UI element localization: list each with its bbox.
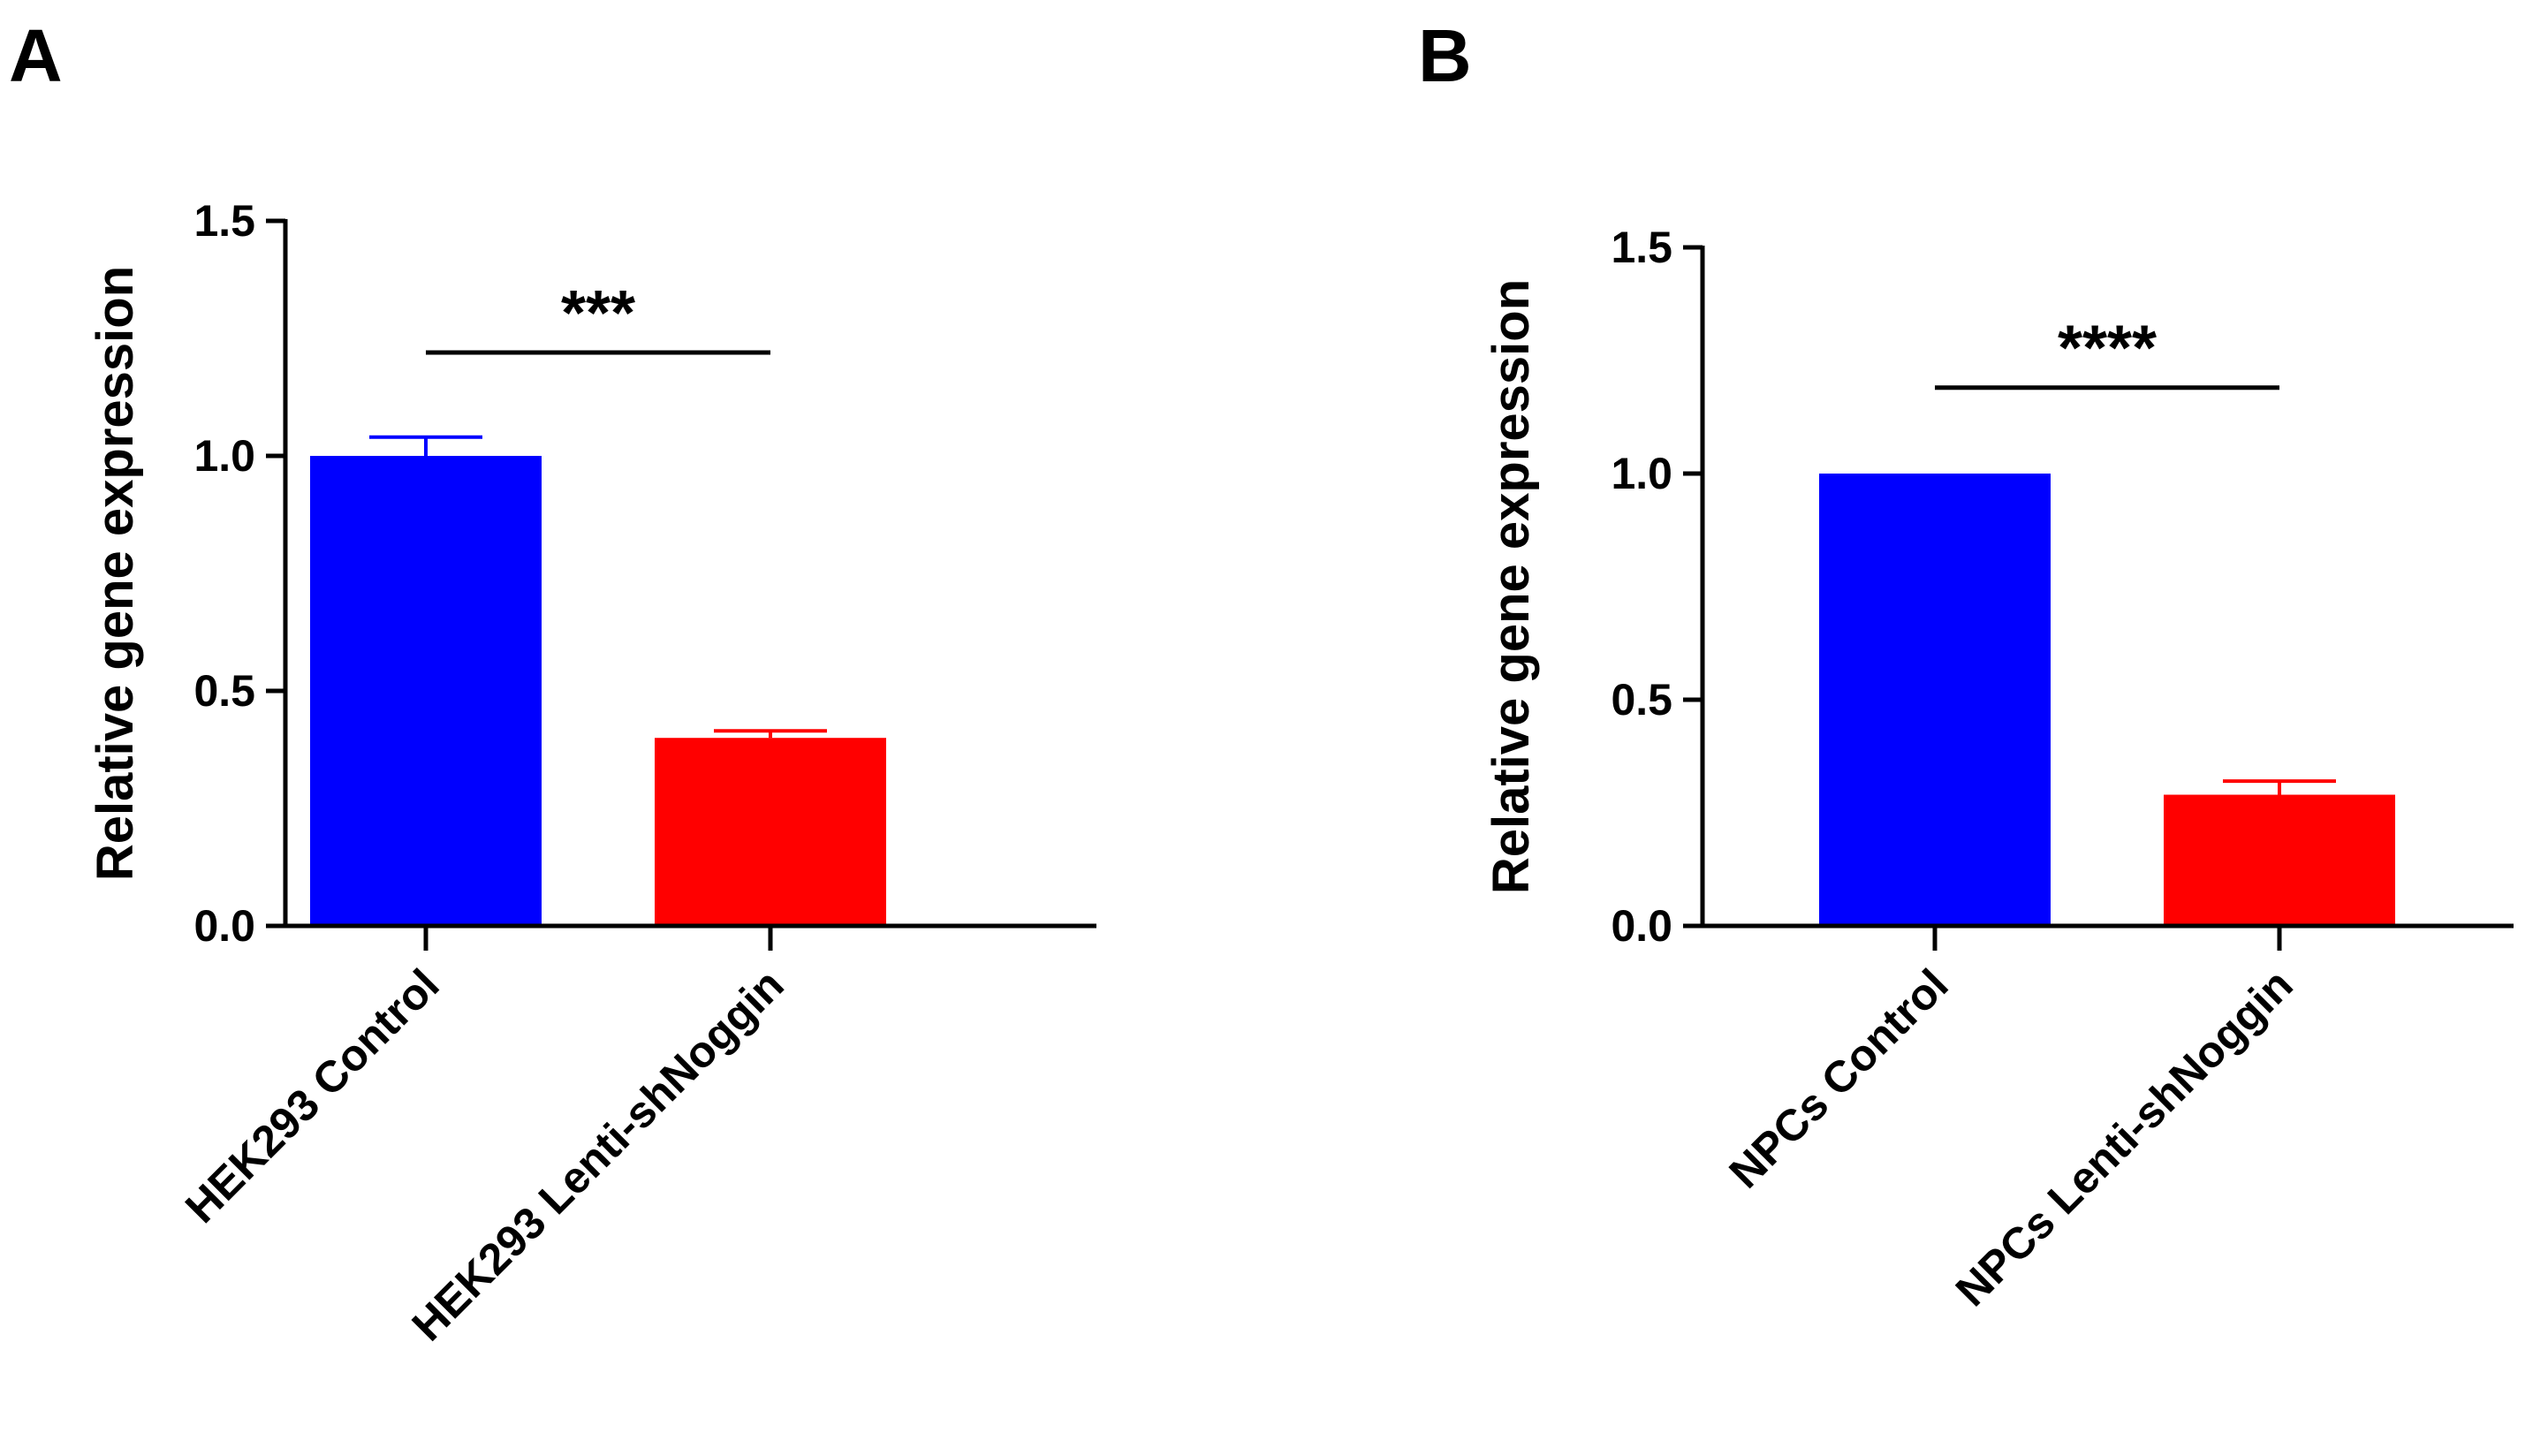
bar-2 [2164, 794, 2395, 926]
significance-stars: *** [561, 278, 635, 349]
panel-label: A [9, 14, 63, 97]
y-axis-label: Relative gene expression [1483, 279, 1540, 894]
bar-2 [655, 738, 886, 926]
panel-b: B 0.0 0.5 1.0 1.5 Relative gene expression NPC… [1418, 14, 2514, 1316]
y-tick-label: 1.5 [193, 196, 255, 246]
significance-stars: **** [2058, 314, 2157, 384]
bar-1 [1819, 474, 2051, 926]
y-tick-label: 0.5 [193, 666, 255, 716]
x-tick-label: HEK293 Control [176, 959, 449, 1232]
y-tick-label: 0.0 [1611, 901, 1672, 951]
y-tick-label: 1.0 [1611, 449, 1672, 498]
y-tick-label: 0.5 [1611, 675, 1672, 724]
y-tick-label: 1.5 [1611, 223, 1672, 272]
panel-a: A 0.0 0.5 1.0 1.5 Relative gene expression HEK… [9, 14, 1096, 1350]
x-tick-label: HEK293 Lenti-shNoggin [402, 959, 793, 1350]
y-axis-label: Relative gene expression [87, 266, 144, 881]
x-tick-label: NPCs Control [1719, 959, 1957, 1197]
y-tick-label: 1.0 [193, 431, 255, 481]
x-tick-label: NPCs Lenti-shNoggin [1946, 959, 2302, 1316]
panel-label: B [1418, 14, 1472, 97]
y-tick-label: 0.0 [193, 901, 255, 951]
bar-1 [310, 456, 542, 926]
